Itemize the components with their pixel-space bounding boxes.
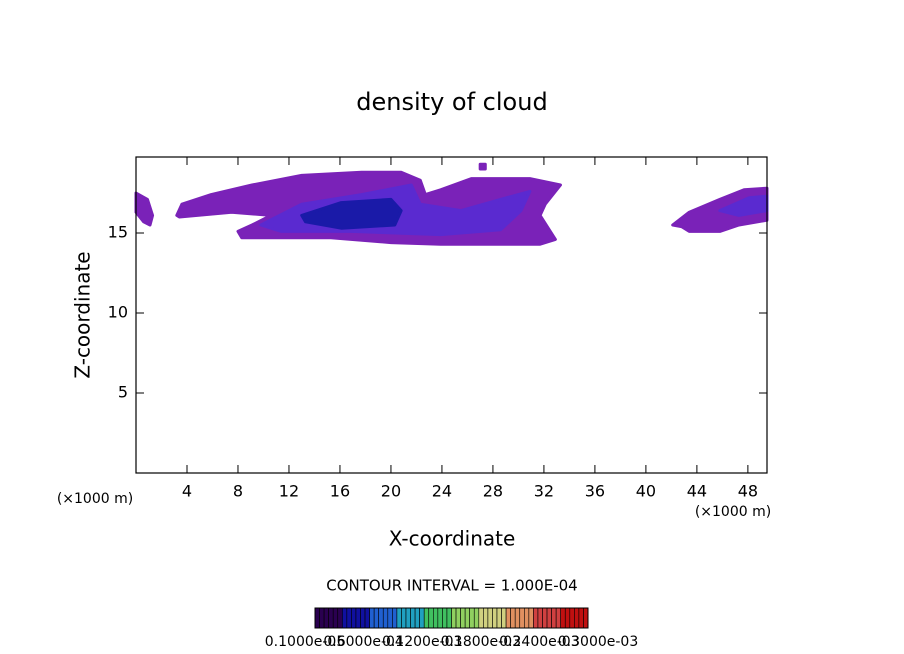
colorbar-cell <box>564 607 571 629</box>
colorbar-cell <box>537 607 543 629</box>
x-tick-label: 20 <box>381 482 401 501</box>
colorbar-cell <box>560 607 566 629</box>
x-tick-label: 40 <box>636 482 656 501</box>
x-tick-label: 36 <box>585 482 605 501</box>
colorbar-cell <box>382 607 389 629</box>
colorbar-label: 0.1800e-03 <box>441 634 521 650</box>
colorbar-cell <box>583 607 589 629</box>
colorbar-cell <box>332 607 339 629</box>
colorbar-cell <box>514 607 521 629</box>
colorbar-cell <box>437 607 443 629</box>
colorbar-cell <box>478 607 484 629</box>
colorbar-cell <box>419 607 425 629</box>
colorbar-cell <box>337 607 343 629</box>
y-tick-label: 15 <box>108 223 128 242</box>
colorbar: 0.1000e-050.6000e-040.1200e-030.1800e-03… <box>265 607 638 650</box>
colorbar-cell <box>492 607 498 629</box>
x-tick-label: 48 <box>738 482 758 501</box>
colorbar-cell <box>369 607 375 629</box>
colorbar-label: 0.6000e-04 <box>323 634 404 650</box>
colorbar-cell <box>401 607 407 629</box>
contour-region <box>300 197 403 230</box>
colorbar-cell <box>410 607 416 629</box>
x-tick-label: 44 <box>687 482 707 501</box>
colorbar-label: 0.3000e-03 <box>558 634 638 650</box>
y-axis-label: Z-coordinate <box>71 251 95 378</box>
colorbar-cell <box>574 607 580 629</box>
colorbar-cell <box>496 607 502 629</box>
x-tick-label: 24 <box>432 482 452 501</box>
colorbar-cell <box>555 607 562 629</box>
annotation: CONTOUR INTERVAL = 1.000E-04 <box>326 577 577 595</box>
colorbar-cell <box>505 607 511 629</box>
y-tick-label: 10 <box>108 303 128 322</box>
colorbar-cell <box>346 607 352 629</box>
x-tick-label: 16 <box>330 482 350 501</box>
x-axis-label: X-coordinate <box>389 527 516 551</box>
colorbar-cell <box>451 607 457 629</box>
colorbar-cell <box>446 607 452 629</box>
colorbar-cell <box>392 607 398 629</box>
x-unit: (×1000 m) <box>57 491 133 507</box>
colorbar-cell <box>405 607 411 629</box>
contour-region <box>134 191 155 227</box>
colorbar-cell <box>442 607 448 629</box>
colorbar-cell <box>373 607 379 629</box>
colorbar-cell <box>469 607 475 629</box>
colorbar-cell <box>428 607 434 629</box>
colorbar-cell <box>578 607 584 629</box>
colorbar-cell <box>501 607 507 629</box>
colorbar-cell <box>464 607 470 629</box>
colorbar-label: 0.2400e-03 <box>499 634 579 650</box>
x-unit: (×1000 m) <box>695 504 771 520</box>
colorbar-cell <box>551 607 557 629</box>
colorbar-cell <box>528 607 534 629</box>
colorbar-cell <box>523 607 530 629</box>
x-tick-label: 8 <box>233 482 243 501</box>
colorbar-cell <box>542 607 548 629</box>
colorbar-cell <box>387 607 393 629</box>
colorbar-label: 0.1000e-05 <box>265 634 345 650</box>
plot-frame <box>135 156 768 474</box>
colorbar-cell <box>569 607 575 629</box>
colorbar-cell <box>319 607 325 629</box>
contour-region <box>478 162 487 171</box>
x-tick-label: 28 <box>483 482 503 501</box>
chart-title: density of cloud <box>356 88 547 116</box>
colorbar-cell <box>360 607 366 629</box>
colorbar-cell <box>328 607 334 629</box>
colorbar-cell <box>414 607 420 629</box>
colorbar-cell <box>423 607 430 629</box>
colorbar-cell <box>364 607 370 629</box>
colorbar-cell <box>323 607 329 629</box>
colorbar-cell <box>341 607 348 629</box>
colorbar-cell <box>396 607 402 629</box>
contour-regions <box>134 162 769 246</box>
colorbar-cell <box>533 607 539 629</box>
colorbar-cell <box>546 607 552 629</box>
colorbar-cell <box>473 607 480 629</box>
colorbar-cell <box>455 607 461 629</box>
x-tick-label: 32 <box>534 482 554 501</box>
colorbar-cell <box>351 607 357 629</box>
colorbar-cell <box>519 607 525 629</box>
colorbar-cell <box>483 607 489 629</box>
y-tick-label: 5 <box>118 383 128 402</box>
colorbar-cell <box>378 607 384 629</box>
x-tick-label: 4 <box>182 482 192 501</box>
colorbar-frame <box>314 607 589 629</box>
colorbar-cell <box>510 607 516 629</box>
x-tick-label: 12 <box>279 482 299 501</box>
colorbar-label: 0.1200e-03 <box>382 634 462 650</box>
colorbar-cell <box>460 607 466 629</box>
colorbar-cell <box>314 607 320 629</box>
colorbar-cell <box>487 607 493 629</box>
colorbar-cell <box>355 607 361 629</box>
colorbar-cell <box>432 607 439 629</box>
